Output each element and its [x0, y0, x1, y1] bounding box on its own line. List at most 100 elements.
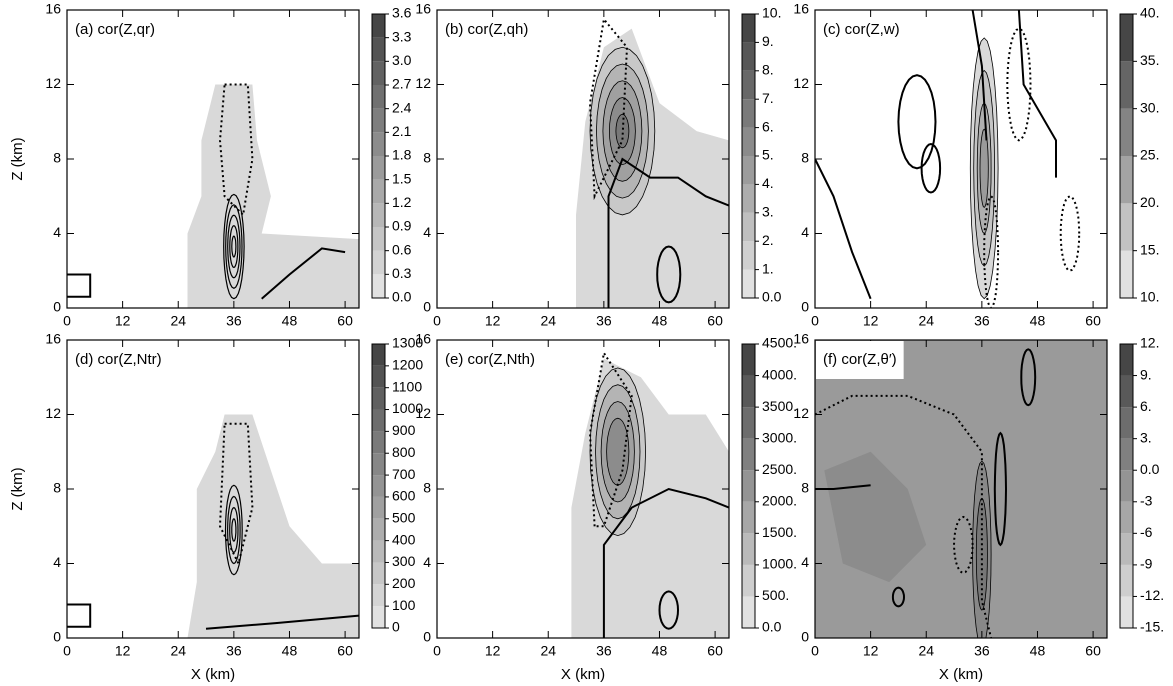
x-tick-label: 0 [63, 643, 71, 659]
contour-line [1059, 195, 1081, 272]
colorbar-tick-label: 6. [762, 118, 774, 134]
contour-field [815, 340, 1107, 638]
shaded-region [187, 414, 359, 638]
colorbar-segment [742, 42, 755, 71]
colorbar-tick-label: 1200 [392, 357, 423, 373]
colorbar-segment [742, 344, 755, 376]
colorbar-segment [372, 584, 385, 607]
colorbar-tick-label: 3. [1140, 429, 1152, 445]
colorbar-tick-label: 2.1 [392, 123, 412, 139]
contour-line [67, 603, 92, 628]
contour-line [226, 495, 241, 565]
colorbar-tick-label: 9. [762, 33, 774, 49]
panel-label: (f) cor(Z,θ′) [823, 351, 897, 368]
colorbar-segment [742, 470, 755, 502]
colorbar-segment [372, 606, 385, 628]
colorbar-segment [372, 203, 385, 227]
x-tick-label: 12 [115, 313, 131, 329]
colorbar-tick-label: 4500. [762, 335, 797, 351]
colorbar-tick-label: 15. [1140, 241, 1159, 257]
colorbar-segment [372, 156, 385, 180]
x-tick-label: 48 [282, 643, 298, 659]
y-tick-label: 0 [423, 299, 431, 315]
x-tick-label: 0 [433, 643, 441, 659]
y-tick-label: 4 [53, 554, 61, 570]
x-tick-label: 60 [337, 313, 353, 329]
panel-label: (a) cor(Z,qr) [75, 21, 155, 38]
colorbar-tick-label: 3.3 [392, 28, 412, 44]
colorbar-segment [372, 431, 385, 454]
y-tick-label: 8 [53, 480, 61, 496]
x-tick-label: 60 [707, 313, 723, 329]
colorbar-tick-label: -3 [1140, 492, 1153, 508]
contour-field [67, 83, 359, 308]
colorbar-tick-label: 0.3 [392, 265, 412, 281]
y-axis-label: Z (km) [9, 467, 26, 510]
colorbar-segment [372, 61, 385, 85]
colorbar-segment [1120, 533, 1133, 565]
colorbar-segment [372, 409, 385, 432]
colorbar-segment [1120, 156, 1133, 204]
colorbar-tick-label: 2.4 [392, 99, 412, 115]
y-axis-label: Z (km) [9, 137, 26, 180]
contour-line [223, 193, 245, 300]
colorbar-tick-label: 5. [762, 147, 774, 163]
colorbar-frame [1119, 343, 1134, 629]
x-tick-label: 60 [707, 643, 723, 659]
y-tick-label: 4 [801, 224, 809, 240]
colorbar-segment [1120, 203, 1133, 251]
colorbar-segment [742, 70, 755, 100]
colorbar-tick-label: 4. [762, 175, 774, 191]
colorbar-segment [372, 453, 385, 476]
contour-line [971, 10, 988, 141]
contour-line [815, 158, 872, 300]
x-axis-label: X (km) [939, 666, 983, 683]
colorbar-tick-label: 0.0 [392, 289, 412, 305]
colorbar-tick-label: 500. [762, 587, 789, 603]
colorbar-segment [1120, 375, 1133, 408]
colorbar-tick-label: -12. [1140, 587, 1164, 603]
shaded-region [979, 128, 989, 208]
x-tick-label: 0 [63, 313, 71, 329]
colorbar-tick-label: 4000. [762, 366, 797, 382]
colorbar-tick-label: 500 [392, 509, 416, 525]
panel-label: (e) cor(Z,Nth) [445, 351, 535, 368]
x-tick-label: 36 [596, 643, 612, 659]
contour-field [571, 350, 729, 638]
x-tick-label: 24 [918, 643, 934, 659]
colorbar-tick-label: 700 [392, 466, 416, 482]
colorbar-tick-label: 7. [762, 90, 774, 106]
y-tick-label: 12 [793, 75, 809, 91]
colorbar-segment [1120, 61, 1133, 109]
colorbar-tick-label: 600 [392, 488, 416, 504]
colorbar-tick-label: 400 [392, 531, 416, 547]
colorbar-tick-label: 1.5 [392, 170, 412, 186]
colorbar-tick-label: 8. [762, 62, 774, 78]
shaded-region [606, 417, 630, 486]
colorbar-tick-label: 1500. [762, 524, 797, 540]
contour-line [205, 614, 359, 630]
contour-line [656, 245, 682, 304]
colorbar-tick-label: 25. [1140, 147, 1159, 163]
colorbar-tick-label: 800 [392, 444, 416, 460]
colorbar-segment [742, 156, 755, 185]
colorbar-tick-label: 12. [1140, 335, 1159, 351]
panel-label: (d) cor(Z,Ntr) [75, 351, 162, 368]
colorbar-tick-label: 10. [1140, 289, 1159, 305]
y-tick-label: 4 [423, 224, 431, 240]
y-tick-label: 16 [45, 1, 61, 17]
contour-line [261, 247, 346, 300]
x-tick-label: 24 [170, 313, 186, 329]
colorbar-tick-label: 30. [1140, 99, 1159, 115]
contour-line [227, 214, 241, 279]
contour-line [1017, 10, 1057, 178]
colorbar-frame [371, 13, 386, 299]
colorbar-segment [1120, 407, 1133, 439]
y-tick-label: 12 [45, 75, 61, 91]
contour-line [891, 586, 906, 608]
contour-line [224, 484, 243, 576]
x-tick-label: 24 [540, 313, 556, 329]
y-tick-label: 16 [793, 1, 809, 17]
y-tick-label: 16 [45, 331, 61, 347]
contour-line [993, 431, 1008, 547]
